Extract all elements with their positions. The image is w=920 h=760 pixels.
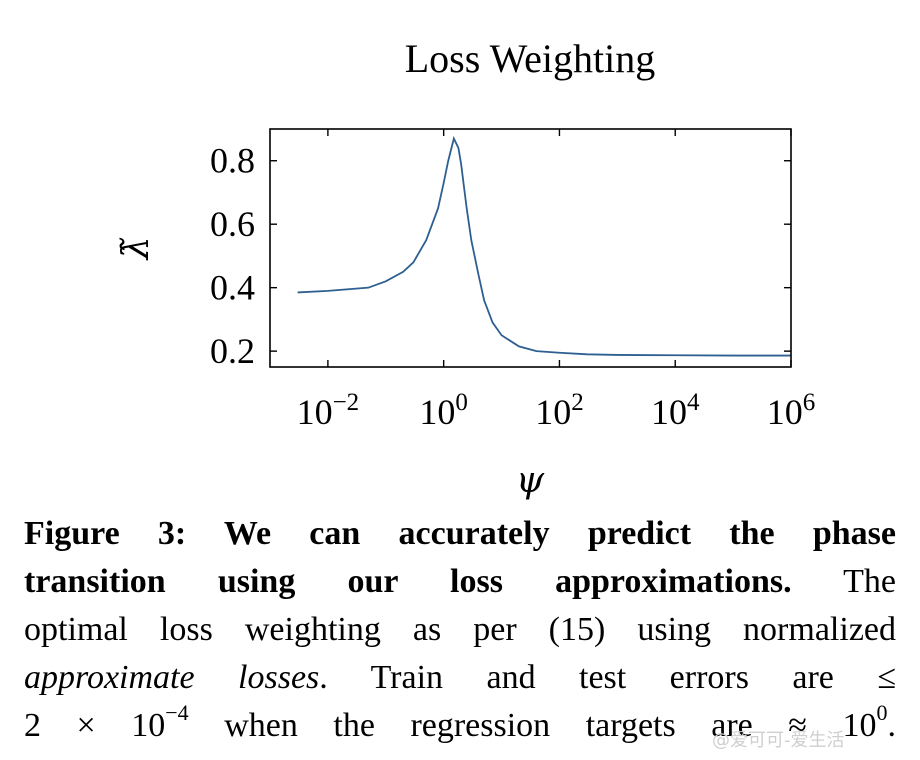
loss-weight-series-line <box>297 135 791 357</box>
y-tick-label-3: 0.8 <box>210 141 255 181</box>
loss-weighting-chart: Loss Weighting 10−2 100 102 104 106 0.20.40.… <box>116 36 816 501</box>
chart-title: Loss Weighting <box>405 36 656 81</box>
caption-text-3: optimal loss weighting as per (15) using… <box>24 611 896 648</box>
x-axis-label: ψ <box>516 460 545 501</box>
x-tick-labels: 10−2 100 102 104 106 <box>297 389 816 432</box>
caption-line-4: approximate losses. Train and test error… <box>24 654 896 702</box>
caption-line-5: 2 × 10−4 when the regression targets are… <box>24 699 897 750</box>
caption-text-4: . Train and test errors are ≤ <box>319 659 896 696</box>
watermark-text: @爱可可-爱生活 <box>712 730 845 751</box>
plot-frame <box>269 128 792 368</box>
caption-text-5c: . <box>887 707 897 744</box>
x-tick-marks <box>327 129 792 367</box>
y-axis-label: λ̃ <box>116 237 157 262</box>
y-tick-labels: 0.2 0.4 0.6 0.8 <box>210 141 255 371</box>
figure-caption: Figure 3: We can accurately predict the … <box>24 510 896 750</box>
caption-sup-5b: 0 <box>876 699 888 725</box>
caption-bold-2: transition using our loss approximations… <box>24 563 792 600</box>
x-tick-label-2: 102 <box>535 389 584 432</box>
caption-italic-4: approximate losses <box>24 659 320 696</box>
x-tick-label-1: 100 <box>419 389 468 432</box>
y-tick-label-0: 0.2 <box>210 331 255 371</box>
x-tick-label-4: 106 <box>767 389 816 432</box>
caption-text-5b: when the regression targets are ≈ 10 <box>188 707 877 744</box>
y-tick-marks <box>270 160 791 352</box>
x-tick-label-3: 104 <box>651 389 700 432</box>
caption-text-2: The <box>791 563 896 600</box>
caption-line-3: optimal loss weighting as per (15) using… <box>24 606 896 654</box>
x-tick-label-0: 10−2 <box>297 389 360 432</box>
caption-text-5a: 2 × 10 <box>24 707 166 744</box>
caption-line-2: transition using our loss approximations… <box>24 558 896 606</box>
y-tick-label-1: 0.4 <box>210 268 255 308</box>
caption-line-1: Figure 3: We can accurately predict the … <box>24 510 896 558</box>
caption-bold-1: Figure 3: We can accurately predict the … <box>24 515 896 552</box>
y-tick-label-2: 0.6 <box>210 204 255 244</box>
caption-sup-5a: −4 <box>165 699 189 725</box>
